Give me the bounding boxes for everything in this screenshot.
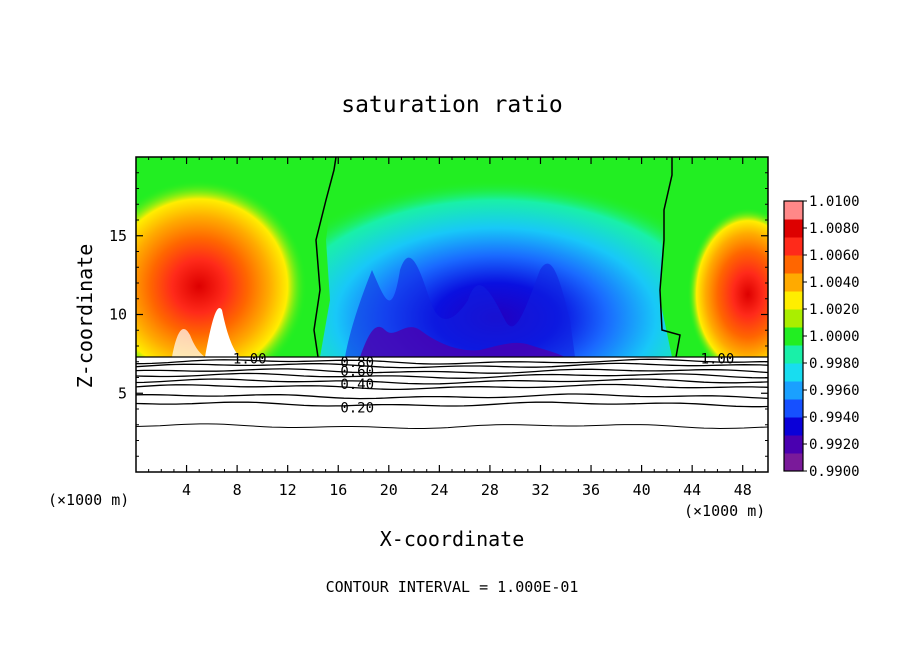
white-gap-left [172, 328, 205, 357]
colorbar-label: 0.9900 [809, 464, 860, 480]
colorbar-label: 1.0040 [809, 275, 860, 291]
colorbar-band [784, 201, 803, 220]
colorbar-band [784, 309, 803, 328]
y-tick-label: 10 [109, 306, 127, 324]
colorbar-label: 1.0100 [809, 194, 860, 210]
saturation-field [136, 157, 768, 357]
colorbar-band [784, 219, 803, 238]
colorbar-label: 0.9920 [809, 437, 860, 453]
colorbar-band [784, 399, 803, 418]
x-tick-label: 12 [279, 481, 297, 499]
colorbar: 1.0100 1.0080 1.0060 1.0040 1.0020 1.0000 0.99… [783, 194, 860, 480]
y-tick-label: 5 [118, 384, 127, 402]
contour-labels: 1.00 1.00 0.800.600.40 0.20 [233, 352, 734, 417]
x-tick-label: 24 [430, 481, 448, 499]
x-tick-label: 8 [233, 481, 242, 499]
contour-line-0.70 [136, 368, 768, 374]
x-unit-left: (×1000 m) [48, 491, 129, 509]
contour-interval-note: CONTOUR INTERVAL = 1.000E-01 [326, 578, 579, 596]
x-tick-label: 40 [633, 481, 651, 499]
contour-line-0.10 [136, 423, 768, 430]
colorbar-label: 1.0080 [809, 221, 860, 237]
x-tick-label: 16 [329, 481, 347, 499]
contour-line-0.50 [136, 378, 768, 385]
colorbar-band [784, 417, 803, 436]
x-tick-label: 28 [481, 481, 499, 499]
colorbar-band [784, 237, 803, 256]
x-axis-label: X-coordinate [380, 527, 525, 551]
contour-label: 0.60 [340, 364, 374, 380]
warm-region-right [660, 200, 768, 357]
colorbar-band [784, 327, 803, 346]
x-tick-label: 20 [380, 481, 398, 499]
colorbar-label: 0.9980 [809, 356, 860, 372]
x-axis: 4 8 12 16 20 24 28 32 36 40 44 48 [148, 157, 756, 499]
y-tick-label: 15 [109, 227, 127, 245]
contour-line-0.30 [136, 393, 768, 400]
colorbar-band [784, 291, 803, 310]
x-unit-right: (×1000 m) [684, 502, 765, 520]
contour-line-0.20 [136, 401, 768, 408]
x-tick-label: 44 [683, 481, 701, 499]
contour-lines [136, 358, 768, 430]
contour-line-0.90 [136, 358, 768, 365]
contour-1.00-left [313, 157, 337, 358]
contour-line-0.40 [136, 383, 768, 391]
contour-label: 1.00 [701, 352, 735, 368]
colorbar-band [784, 345, 803, 364]
contour-1.00-right [659, 157, 681, 358]
plot-area: 1.00 1.00 0.800.600.40 0.20 [136, 157, 768, 472]
colorbar-label: 1.0000 [809, 329, 860, 345]
x-tick-label: 32 [531, 481, 549, 499]
y-axis: 5 10 15 [109, 172, 768, 457]
colorbar-label: 0.9940 [809, 410, 860, 426]
colorbar-band [784, 435, 803, 454]
contour-line-0.80 [136, 362, 768, 369]
colorbar-label: 0.9960 [809, 383, 860, 399]
x-tick-label: 48 [734, 481, 752, 499]
colorbar-band [784, 363, 803, 382]
x-tick-label: 4 [182, 481, 191, 499]
x-tick-label: 36 [582, 481, 600, 499]
colorbar-band [784, 255, 803, 274]
contour-line-0.60 [136, 372, 768, 379]
colorbar-band [784, 381, 803, 400]
colorbar-band [784, 453, 803, 472]
contour-label: 0.20 [340, 400, 374, 416]
chart-title: saturation ratio [341, 92, 563, 118]
contour-label: 0.80 [340, 355, 374, 371]
contour-label: 0.40 [340, 377, 374, 393]
contour-label: 1.00 [233, 352, 267, 368]
y-axis-label: Z-coordinate [73, 244, 97, 389]
colorbar-band [784, 273, 803, 292]
colorbar-label: 1.0020 [809, 302, 860, 318]
colorbar-label: 1.0060 [809, 248, 860, 264]
